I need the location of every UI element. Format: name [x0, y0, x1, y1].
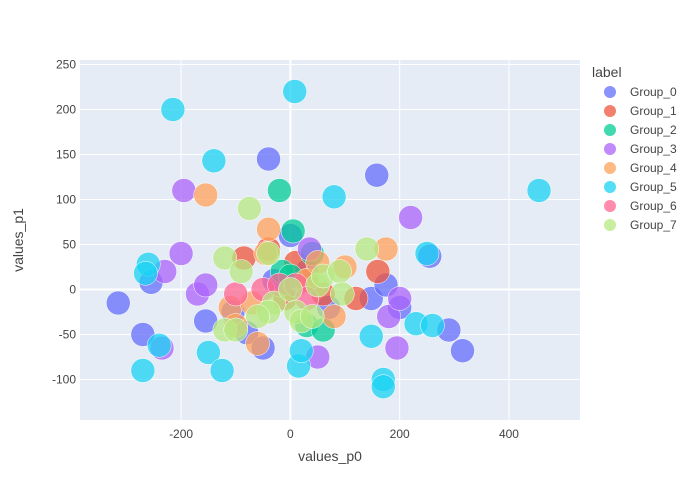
data-point-group-5[interactable] [196, 340, 221, 365]
data-point-group-7[interactable] [223, 317, 248, 343]
x-tick-label: 400 [499, 427, 519, 441]
data-point-group-5[interactable] [414, 241, 440, 266]
legend-item-label[interactable]: Group_5 [630, 180, 677, 194]
data-point-group-5[interactable] [420, 313, 445, 338]
data-point-group-6[interactable] [223, 281, 248, 307]
y-tick-label: 50 [63, 238, 77, 252]
data-point-group-5[interactable] [130, 358, 156, 383]
data-point-group-3[interactable] [168, 241, 194, 266]
x-axis-title: values_p0 [298, 448, 362, 464]
data-point-group-3[interactable] [193, 272, 218, 298]
legend-title: label [592, 64, 622, 80]
data-point-group-4[interactable] [321, 304, 347, 329]
data-point-group-5[interactable] [289, 338, 314, 363]
point-layer [106, 79, 552, 399]
legend-marker[interactable] [604, 219, 616, 231]
plot-background [80, 60, 580, 420]
data-point-group-4[interactable] [245, 331, 270, 356]
legend-item-label[interactable]: Group_7 [630, 218, 677, 232]
data-point-group-5[interactable] [160, 97, 186, 122]
data-point-group-1[interactable] [365, 259, 391, 284]
x-tick-label: 0 [287, 427, 294, 441]
legend-item-label[interactable]: Group_0 [630, 85, 677, 99]
y-tick-label: 200 [56, 103, 76, 117]
data-point-group-3[interactable] [398, 205, 423, 230]
data-point-group-4[interactable] [256, 216, 281, 242]
legend: Group_0 Group_1 Group_2 Group_3 Group_4 Group… [604, 85, 677, 232]
legend-marker[interactable] [604, 181, 616, 193]
legend-marker[interactable] [604, 105, 616, 117]
data-point-group-7[interactable] [212, 245, 238, 271]
y-tick-label: 150 [56, 148, 76, 162]
data-point-group-5[interactable] [133, 261, 158, 286]
data-point-group-5[interactable] [146, 333, 172, 358]
data-point-group-5[interactable] [359, 324, 384, 349]
data-point-group-2[interactable] [280, 218, 306, 244]
legend-marker[interactable] [604, 86, 616, 98]
data-point-group-0[interactable] [106, 290, 131, 316]
legend-item-label[interactable]: Group_4 [630, 161, 677, 175]
data-point-group-7[interactable] [354, 236, 380, 262]
y-tick-label: -100 [52, 373, 76, 387]
data-point-group-7[interactable] [245, 304, 270, 329]
legend-marker[interactable] [604, 143, 616, 155]
data-point-group-5[interactable] [526, 178, 552, 203]
x-tick-label: -200 [169, 427, 193, 441]
legend-marker[interactable] [604, 162, 616, 174]
data-point-group-5[interactable] [282, 79, 308, 104]
data-point-group-7[interactable] [237, 196, 262, 221]
tick-layer: -200 0 200 400 -100 -50 0 50 100 150 200 250 [52, 58, 519, 442]
data-point-group-7[interactable] [256, 241, 281, 266]
y-tick-label: 250 [56, 58, 76, 72]
data-point-group-3[interactable] [376, 304, 401, 329]
data-point-group-5[interactable] [321, 184, 347, 210]
legend-item-label[interactable]: Group_1 [630, 104, 677, 118]
data-point-group-3[interactable] [384, 335, 410, 361]
data-point-group-7[interactable] [278, 277, 303, 302]
y-tick-label: -50 [59, 328, 77, 342]
data-point-group-4[interactable] [193, 182, 218, 208]
data-point-group-7[interactable] [327, 259, 352, 284]
legend-marker[interactable] [604, 200, 616, 212]
legend-item-label[interactable]: Group_2 [630, 123, 677, 137]
data-point-group-7[interactable] [228, 259, 254, 284]
y-tick-label: 100 [56, 193, 76, 207]
y-tick-label: 0 [69, 283, 76, 297]
data-point-group-5[interactable] [371, 374, 396, 399]
data-point-group-2[interactable] [267, 178, 292, 203]
legend-item-label[interactable]: Group_6 [630, 199, 677, 213]
data-point-group-0[interactable] [364, 162, 389, 188]
data-point-group-0[interactable] [256, 146, 281, 172]
data-point-group-0[interactable] [450, 338, 475, 363]
x-tick-label: 200 [390, 427, 410, 441]
data-point-group-7[interactable] [330, 281, 355, 307]
legend-marker[interactable] [604, 124, 616, 136]
y-axis-title: values_p1 [10, 208, 26, 272]
data-point-group-7[interactable] [299, 304, 325, 329]
data-point-group-3[interactable] [171, 178, 197, 203]
data-point-group-3[interactable] [387, 286, 412, 311]
data-point-group-5[interactable] [209, 358, 235, 383]
legend-item-label[interactable]: Group_3 [630, 142, 677, 156]
data-point-group-5[interactable] [201, 148, 227, 174]
